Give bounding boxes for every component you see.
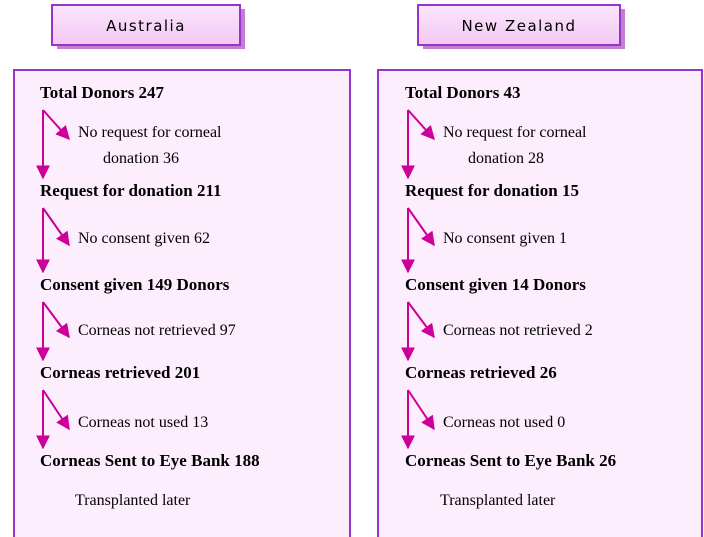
step-label: Total Donors 43 [405,83,521,102]
note-text: No consent given 1 [443,230,567,247]
header-text: New Zealand [461,17,576,35]
header-text: Australia [106,17,186,35]
footer-text: Transplanted later [75,492,191,509]
branch-arrow [42,389,70,431]
panel [13,69,351,537]
branch-arrow [407,109,435,141]
note-text: No request for corneal [78,124,222,141]
panel [377,69,703,537]
header-box [51,4,241,46]
branch-arrow [407,207,435,247]
note-text: donation 28 [468,150,544,167]
branch-arrow [42,301,70,339]
step-label: Corneas Sent to Eye Bank 26 [405,451,616,470]
step-label: Corneas Sent to Eye Bank 188 [40,451,260,470]
step-label: Total Donors 247 [40,83,165,102]
step-label: Request for donation 211 [40,181,222,200]
step-label: Corneas retrieved 201 [40,363,200,382]
branch-arrow [407,389,435,431]
note-text: No request for corneal [443,124,587,141]
step-label: Request for donation 15 [405,181,579,200]
note-text: No consent given 62 [78,230,210,247]
footer-text: Transplanted later [440,492,556,509]
step-label: Consent given 14 Donors [405,275,586,294]
branch-arrow [42,207,70,247]
branch-arrow [42,109,70,141]
step-label: Consent given 149 Donors [40,275,230,294]
branch-arrow [407,301,435,339]
note-text: Corneas not retrieved 97 [78,322,236,339]
note-text: donation 36 [103,150,179,167]
note-text: Corneas not retrieved 2 [443,322,593,339]
note-text: Corneas not used 0 [443,414,565,431]
step-label: Corneas retrieved 26 [405,363,557,382]
note-text: Corneas not used 13 [78,414,208,431]
header-box [417,4,621,46]
